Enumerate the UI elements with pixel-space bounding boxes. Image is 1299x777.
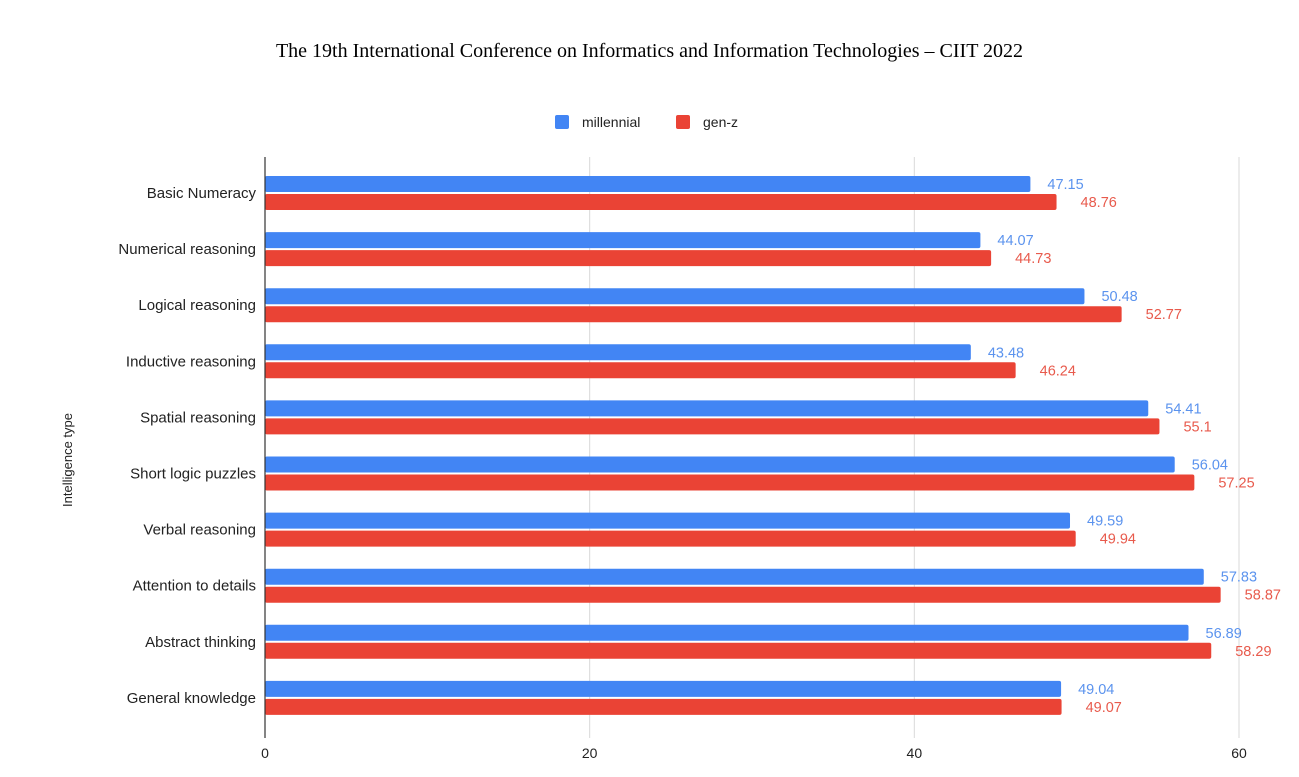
bar-gen-z: [265, 418, 1160, 435]
bar-millennial: [265, 512, 1071, 529]
page-header: The 19th International Conference on Inf…: [275, 40, 1024, 62]
bar-gen-z: [265, 362, 1016, 379]
x-tick-label: 40: [907, 745, 923, 761]
data-label-gen-z: 58.87: [1245, 588, 1281, 604]
data-label-millennial: 56.89: [1206, 626, 1242, 642]
y-axis-title: Intelligence type: [60, 413, 75, 507]
legend-label-gen-z: gen-z: [703, 114, 738, 130]
bar-millennial: [265, 400, 1149, 417]
bar-millennial: [265, 232, 981, 249]
data-label-gen-z: 52.77: [1146, 307, 1182, 323]
data-label-millennial: 43.48: [988, 345, 1024, 361]
data-label-millennial: 57.83: [1221, 570, 1257, 586]
data-label-millennial: 56.04: [1192, 458, 1228, 474]
bar-gen-z: [265, 250, 992, 267]
legend-swatch-millennial: [555, 115, 569, 129]
data-label-gen-z: 44.73: [1015, 251, 1051, 267]
data-label-millennial: 44.07: [997, 233, 1033, 249]
data-label-gen-z: 55.1: [1183, 419, 1211, 435]
data-label-millennial: 49.59: [1087, 514, 1123, 530]
bar-gen-z: [265, 530, 1076, 547]
legend-swatch-gen-z: [676, 115, 690, 129]
legend-label-millennial: millennial: [582, 114, 640, 130]
bar-gen-z: [265, 474, 1195, 491]
bar-gen-z: [265, 306, 1122, 323]
category-label: Spatial reasoning: [140, 409, 256, 426]
bar-millennial: [265, 680, 1062, 697]
bar-millennial: [265, 344, 971, 361]
x-tick-label: 0: [261, 745, 269, 761]
data-label-gen-z: 57.25: [1218, 476, 1254, 492]
data-label-gen-z: 49.07: [1086, 700, 1122, 716]
category-label: Short logic puzzles: [130, 466, 256, 483]
data-label-millennial: 49.04: [1078, 682, 1114, 698]
category-label: General knowledge: [127, 690, 256, 707]
bar-millennial: [265, 568, 1204, 585]
data-label-millennial: 47.15: [1047, 177, 1083, 193]
category-label: Attention to details: [133, 578, 256, 595]
category-label: Numerical reasoning: [118, 241, 256, 258]
category-label: Abstract thinking: [145, 634, 256, 651]
x-tick-label: 20: [582, 745, 598, 761]
data-label-gen-z: 58.29: [1235, 644, 1271, 660]
category-label: Inductive reasoning: [126, 353, 256, 370]
bar-gen-z: [265, 642, 1212, 659]
bar-millennial: [265, 288, 1085, 305]
category-label: Verbal reasoning: [143, 522, 256, 539]
bar-gen-z: [265, 194, 1057, 210]
data-label-millennial: 50.48: [1101, 289, 1137, 305]
bar-millennial: [265, 624, 1189, 641]
category-label: Logical reasoning: [138, 297, 256, 314]
x-tick-label: 60: [1231, 745, 1247, 761]
chart-legend: millennial gen-z: [555, 114, 738, 130]
bars: [265, 176, 1221, 715]
bar-millennial: [265, 456, 1175, 473]
bar-millennial: [265, 176, 1031, 192]
data-label-gen-z: 49.94: [1100, 532, 1136, 548]
labels: 0 20 40 60 Intelligence type Basic Numeracy 47…: [60, 177, 1281, 761]
data-label-gen-z: 48.76: [1081, 195, 1117, 211]
data-label-millennial: 54.41: [1165, 401, 1201, 417]
bar-gen-z: [265, 586, 1221, 603]
bar-gen-z: [265, 698, 1062, 715]
category-label: Basic Numeracy: [147, 185, 257, 202]
data-label-gen-z: 46.24: [1040, 363, 1076, 379]
